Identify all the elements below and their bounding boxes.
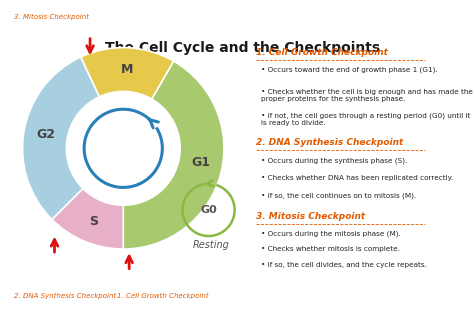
Text: 1. Cell Growth Checkpoint: 1. Cell Growth Checkpoint: [117, 293, 209, 299]
Text: • Checks whether mitosis is complete.: • Checks whether mitosis is complete.: [261, 247, 400, 252]
Wedge shape: [52, 188, 123, 249]
Text: • Occurs during the mitosis phase (M).: • Occurs during the mitosis phase (M).: [261, 231, 401, 238]
Text: The Cell Cycle and the Checkpoints: The Cell Cycle and the Checkpoints: [105, 41, 381, 55]
Text: Resting: Resting: [192, 240, 229, 251]
Wedge shape: [81, 48, 173, 99]
Text: S: S: [89, 215, 98, 228]
Wedge shape: [123, 61, 224, 249]
Text: G1: G1: [191, 155, 210, 168]
Text: • Occurs toward the end of growth phase 1 (G1).: • Occurs toward the end of growth phase …: [261, 67, 438, 73]
Text: G2: G2: [36, 128, 55, 141]
Text: 2. DNA Synthesis Checkpoint: 2. DNA Synthesis Checkpoint: [256, 138, 403, 147]
Text: 3. Mitosis Checkpoint: 3. Mitosis Checkpoint: [256, 212, 365, 221]
Wedge shape: [23, 57, 99, 219]
Text: 3. Mitosis Checkpoint: 3. Mitosis Checkpoint: [14, 14, 89, 20]
Text: • If so, the cell continues on to mitosis (M).: • If so, the cell continues on to mitosi…: [261, 193, 417, 199]
Text: • If not, the cell goes through a resting period (G0) until it is ready to divid: • If not, the cell goes through a restin…: [261, 112, 471, 125]
Text: • Occurs during the synthesis phase (S).: • Occurs during the synthesis phase (S).: [261, 157, 408, 164]
Text: • Checks whether DNA has been replicated correctly.: • Checks whether DNA has been replicated…: [261, 175, 454, 181]
Text: G0: G0: [200, 205, 217, 215]
Text: 1. Cell Growth Checkpoint: 1. Cell Growth Checkpoint: [256, 48, 388, 57]
Text: • Checks whether the cell is big enough and has made the proper proteins for the: • Checks whether the cell is big enough …: [261, 89, 473, 102]
Text: • If so, the cell divides, and the cycle repeats.: • If so, the cell divides, and the cycle…: [261, 262, 427, 268]
Text: M: M: [121, 63, 134, 76]
Text: 2. DNA Synthesis Checkpoint: 2. DNA Synthesis Checkpoint: [14, 293, 117, 299]
